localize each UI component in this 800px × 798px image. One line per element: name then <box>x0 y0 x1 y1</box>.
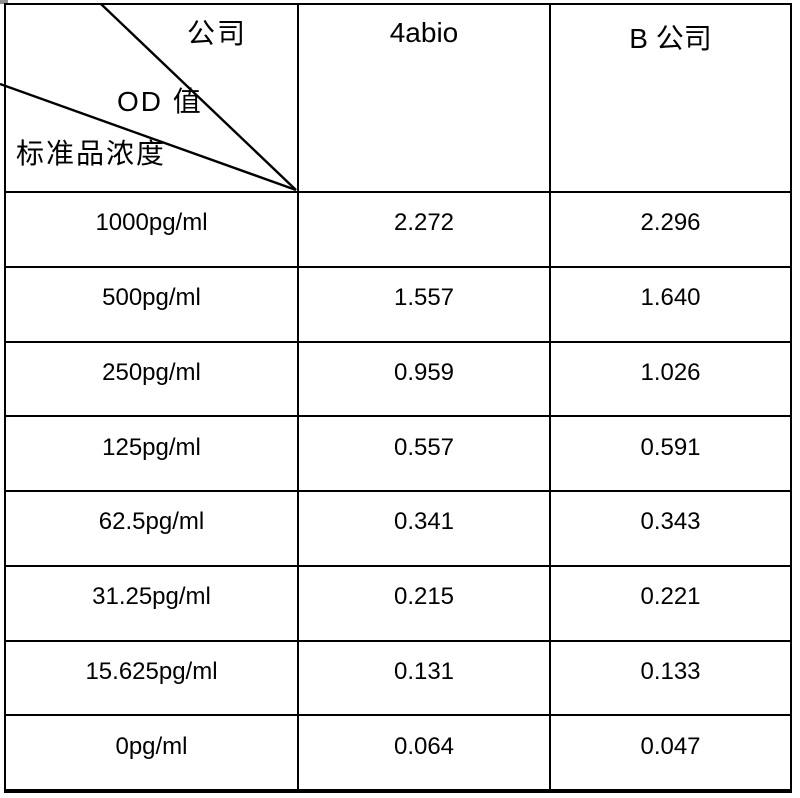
od-comparison-table: 公司 OD 值 标准品浓度 4abio B 公司 1000pg/ml 2.272… <box>4 3 792 793</box>
column-header-4abio: 4abio <box>299 5 549 191</box>
cell-b-company-value: 2.296 <box>551 193 790 266</box>
row-label-concentration: 0pg/ml <box>6 716 297 789</box>
column-header-b-company: B 公司 <box>551 5 790 191</box>
cell-4abio-value: 0.557 <box>299 417 549 490</box>
cell-b-company-value: 1.640 <box>551 267 790 341</box>
row-label-concentration: 62.5pg/ml <box>6 492 297 565</box>
cell-4abio-value: 0.064 <box>299 716 549 789</box>
row-label-concentration: 125pg/ml <box>6 417 297 490</box>
cell-4abio-value: 1.557 <box>299 267 549 341</box>
table-corner-header-cell: 公司 OD 值 标准品浓度 <box>6 5 297 191</box>
cell-b-company-value: 1.026 <box>551 342 790 416</box>
row-label-concentration: 31.25pg/ml <box>6 566 297 640</box>
row-label-concentration: 15.625pg/ml <box>6 641 297 715</box>
row-label-concentration: 250pg/ml <box>6 342 297 416</box>
cell-b-company-value: 0.591 <box>551 417 790 490</box>
cell-4abio-value: 0.131 <box>299 641 549 715</box>
corner-label-standard-concentration: 标准品浓度 <box>16 138 167 169</box>
cell-b-company-value: 0.133 <box>551 641 790 715</box>
cell-b-company-value: 0.221 <box>551 566 790 640</box>
cell-4abio-value: 0.215 <box>299 566 549 640</box>
corner-label-company: 公司 <box>187 18 248 49</box>
cell-b-company-value: 0.047 <box>551 716 790 789</box>
row-label-concentration: 1000pg/ml <box>6 193 297 266</box>
scan-artifact <box>0 0 8 4</box>
cell-b-company-value: 0.343 <box>551 492 790 565</box>
cell-4abio-value: 0.959 <box>299 342 549 416</box>
cell-4abio-value: 2.272 <box>299 193 549 266</box>
cell-4abio-value: 0.341 <box>299 492 549 565</box>
corner-label-od-value: OD 值 <box>117 86 203 117</box>
row-label-concentration: 500pg/ml <box>6 267 297 341</box>
